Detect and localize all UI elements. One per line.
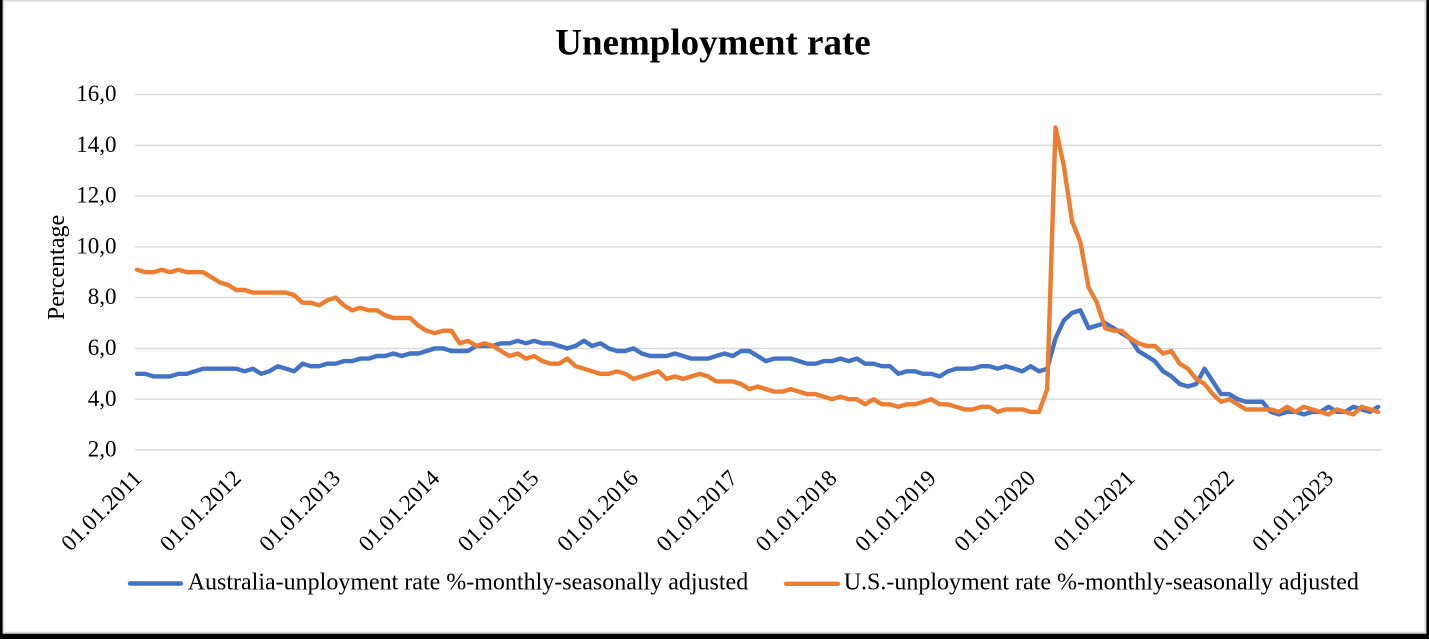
svg-text:U.S.-unployment rate %-monthly: U.S.-unployment rate %-monthly-seasonall… (844, 570, 1359, 596)
svg-text:10,0: 10,0 (76, 234, 116, 259)
svg-text:Unemployment rate: Unemployment rate (555, 22, 870, 63)
svg-text:Australia-unployment rate %-mo: Australia-unployment rate %-monthly-seas… (188, 570, 749, 596)
svg-text:14,0: 14,0 (76, 132, 116, 157)
svg-text:2,0: 2,0 (88, 437, 117, 462)
svg-text:6,0: 6,0 (88, 335, 117, 360)
svg-text:Percentage: Percentage (44, 215, 70, 320)
svg-text:4,0: 4,0 (88, 386, 117, 411)
svg-text:12,0: 12,0 (76, 183, 116, 208)
svg-text:8,0: 8,0 (88, 284, 117, 309)
svg-text:16,0: 16,0 (76, 81, 116, 106)
